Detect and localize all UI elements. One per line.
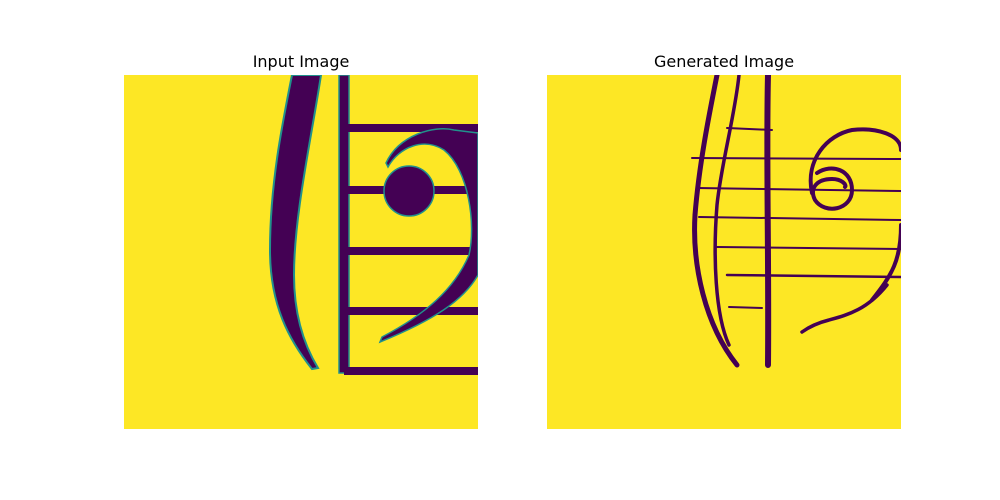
sketch-clef-curve: [808, 127, 901, 302]
sketch-line-5: [716, 246, 901, 250]
input-image-title: Input Image: [252, 52, 350, 71]
sketch-line-4: [698, 216, 901, 221]
sketch-line-2: [691, 157, 901, 160]
generated-background: [547, 75, 901, 429]
sketch-brace-outline: [692, 75, 740, 368]
generated-image-title: Generated Image: [653, 52, 795, 71]
staff-line-4: [344, 307, 478, 315]
clef-head-dot: [383, 165, 435, 217]
sketch-vertical-bar: [764, 75, 772, 368]
sketch-line-3: [696, 187, 901, 192]
sketch-clef-tail: [800, 283, 889, 334]
sketch-clef-loop: [811, 166, 854, 211]
staff-line-1: [344, 124, 478, 132]
generated-image-panel: [547, 75, 901, 429]
staff-line-5: [344, 367, 478, 375]
sketch-brace-inner: [713, 75, 741, 347]
brace-stroke: [268, 75, 323, 371]
input-image-panel: [124, 75, 478, 429]
sketch-line-6: [725, 273, 901, 279]
clef-curve: [378, 128, 478, 344]
staff-line-3: [344, 247, 478, 255]
hand-drawn-clef-icon: [547, 75, 901, 429]
sketch-line-7: [728, 306, 763, 309]
staff-vertical-bar: [338, 75, 350, 374]
bass-clef-notation-icon: [124, 75, 478, 429]
